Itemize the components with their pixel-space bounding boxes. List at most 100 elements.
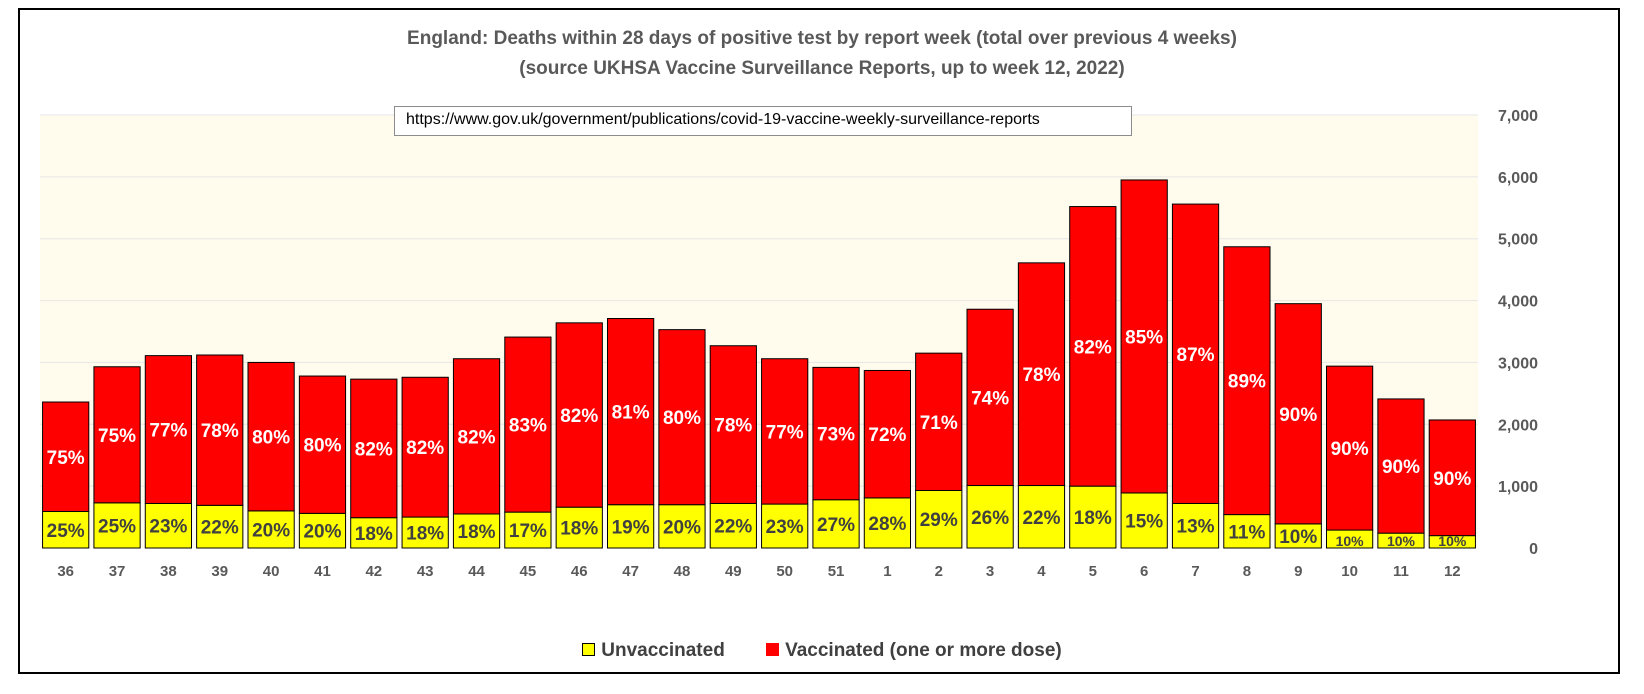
data-label-unvaccinated: 10% [1438, 533, 1467, 549]
bar-vaccinated [966, 308, 1014, 487]
x-tick-label: 10 [1341, 563, 1358, 580]
data-label-unvaccinated: 13% [1177, 517, 1215, 538]
data-label-vaccinated: 77% [766, 422, 804, 443]
data-label-unvaccinated: 27% [817, 515, 855, 536]
data-label-vaccinated: 73% [817, 425, 855, 446]
legend-item-vaccinated: Vaccinated (one or more dose) [766, 640, 1062, 662]
bar-vaccinated [1377, 398, 1425, 534]
bar-vaccinated [812, 366, 860, 501]
y-tick-label: 1,000 [1498, 479, 1538, 496]
data-label-vaccinated: 89% [1228, 372, 1266, 393]
bar-vaccinated [247, 361, 295, 512]
bars [42, 179, 1476, 549]
data-label-vaccinated: 82% [560, 406, 598, 427]
x-tick-label: 45 [520, 563, 537, 580]
x-tick-label: 49 [725, 563, 742, 580]
bar-unvaccinated [93, 502, 141, 549]
data-label-vaccinated: 82% [406, 438, 444, 459]
data-label-unvaccinated: 20% [303, 522, 341, 543]
data-label-unvaccinated: 18% [560, 519, 598, 540]
y-tick-label: 3,000 [1498, 355, 1538, 372]
x-tick-label: 2 [935, 563, 943, 580]
bar-vaccinated [1017, 262, 1066, 487]
data-label-unvaccinated: 22% [1022, 508, 1060, 529]
data-label-vaccinated: 90% [1382, 457, 1420, 478]
data-label-unvaccinated: 22% [714, 517, 752, 538]
bar-vaccinated [709, 345, 757, 504]
x-tick-label: 41 [314, 563, 331, 580]
data-label-unvaccinated: 11% [1228, 522, 1265, 543]
bar-vaccinated [144, 355, 193, 504]
bar-vaccinated [1274, 303, 1322, 525]
bar-unvaccinated [812, 499, 860, 549]
bar-unvaccinated [247, 510, 295, 549]
bar-unvaccinated [1069, 485, 1117, 549]
data-label-unvaccinated: 25% [98, 516, 136, 537]
bar-vaccinated [42, 401, 90, 513]
data-label-vaccinated: 77% [149, 421, 187, 442]
x-tick-label: 51 [828, 563, 845, 580]
data-label-unvaccinated: 10% [1387, 533, 1416, 549]
data-label-unvaccinated: 23% [766, 517, 804, 538]
x-tick-label: 38 [160, 563, 177, 580]
bar-unvaccinated [298, 512, 347, 549]
bar-unvaccinated [144, 502, 193, 549]
data-label-vaccinated: 74% [971, 388, 1009, 409]
data-label-unvaccinated: 25% [47, 521, 85, 542]
bar-unvaccinated [658, 504, 706, 549]
data-label-unvaccinated: 22% [201, 518, 239, 539]
data-label-unvaccinated: 18% [1074, 508, 1112, 529]
data-label-vaccinated: 71% [920, 413, 958, 434]
bar-vaccinated [1171, 203, 1220, 504]
bar-vaccinated [761, 358, 809, 505]
data-label-unvaccinated: 17% [509, 521, 547, 542]
x-tick-label: 8 [1243, 563, 1251, 580]
bar-vaccinated [658, 329, 706, 506]
data-label-vaccinated: 75% [98, 426, 136, 447]
data-label-unvaccinated: 28% [868, 514, 906, 535]
x-tick-label: 12 [1444, 563, 1461, 580]
legend-label-vaccinated: Vaccinated (one or more dose) [785, 640, 1062, 661]
y-tick-label: 0 [1529, 541, 1538, 558]
bar-vaccinated [915, 352, 963, 491]
data-label-unvaccinated: 23% [149, 517, 187, 538]
bar-vaccinated [93, 366, 141, 504]
data-label-unvaccinated: 18% [458, 522, 496, 543]
data-label-unvaccinated: 10% [1279, 527, 1317, 548]
bar-unvaccinated [863, 497, 912, 549]
x-tick-label: 47 [622, 563, 639, 580]
source-url-box: https://www.gov.uk/government/publicatio… [394, 106, 1132, 136]
x-tick-label: 11 [1393, 563, 1409, 580]
y-tick-label: 7,000 [1498, 108, 1538, 125]
data-label-vaccinated: 78% [714, 416, 752, 437]
data-label-vaccinated: 85% [1125, 327, 1163, 348]
x-tick-label: 37 [109, 563, 126, 580]
data-label-vaccinated: 80% [663, 408, 701, 429]
x-tick-label: 6 [1140, 563, 1148, 580]
x-tick-label: 1 [883, 563, 891, 580]
bar-unvaccinated [1223, 514, 1271, 549]
data-labels: 25% 75% 25% 75% 23% 77% 22% 78% 20% 80% 20% 80% 18% 8… [47, 327, 1472, 549]
x-tick-label: 46 [571, 563, 588, 580]
data-label-unvaccinated: 20% [663, 517, 701, 538]
x-tick-label: 43 [417, 563, 434, 580]
bar-unvaccinated [1274, 523, 1322, 549]
data-label-unvaccinated: 15% [1125, 511, 1163, 532]
x-tick-label: 44 [468, 563, 485, 580]
y-tick-label: 5,000 [1498, 232, 1538, 249]
x-tick-label: 9 [1294, 563, 1302, 580]
data-label-vaccinated: 83% [509, 416, 547, 437]
data-label-vaccinated: 90% [1331, 439, 1369, 460]
bar-unvaccinated [761, 503, 809, 549]
x-tick-label: 7 [1191, 563, 1199, 580]
chart-title: England: Deaths within 28 days of positi… [407, 28, 1237, 49]
bar-vaccinated [1223, 246, 1271, 516]
bar-unvaccinated [401, 516, 449, 549]
data-label-unvaccinated: 29% [920, 510, 958, 531]
legend-swatch-vaccinated [766, 642, 780, 656]
bar-vaccinated [1069, 206, 1117, 487]
bar-vaccinated [1325, 365, 1374, 531]
bar-unvaccinated [915, 489, 963, 549]
data-label-vaccinated: 78% [1022, 365, 1060, 386]
